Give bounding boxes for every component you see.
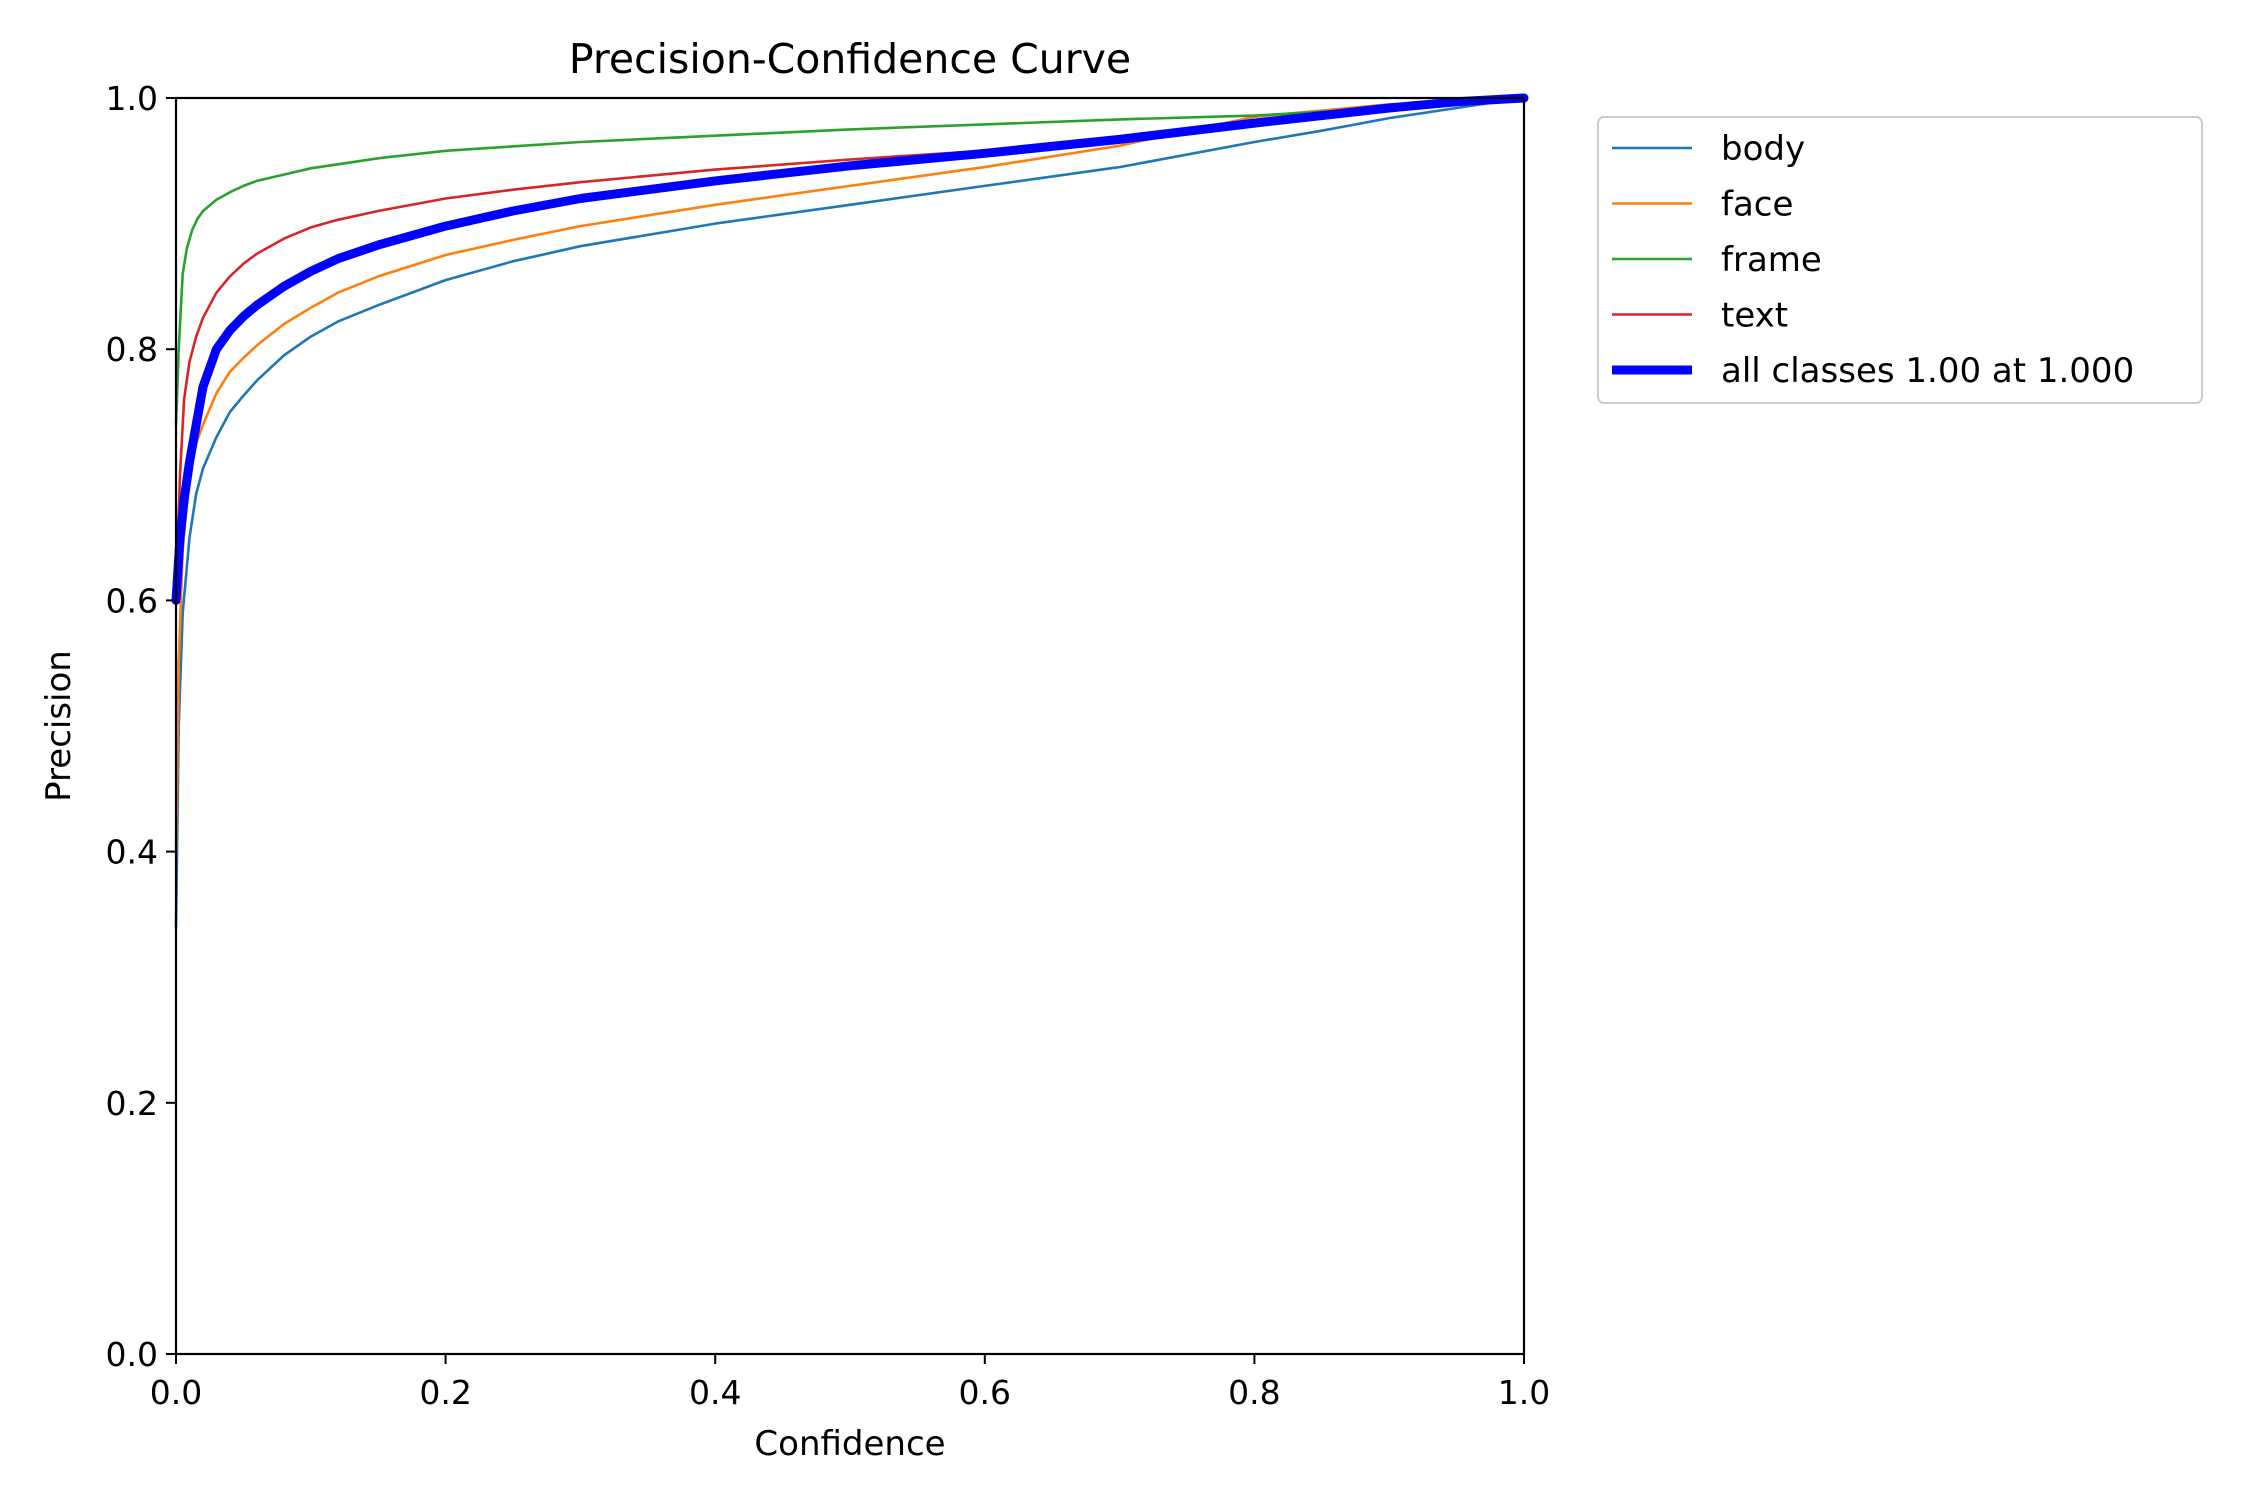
y-tick-label: 0.4 [106, 833, 158, 872]
series-layer [171, 93, 1529, 929]
y-tick-label: 0.6 [106, 581, 158, 620]
x-tick-label: 0.8 [1228, 1373, 1280, 1412]
x-tick-label: 0.0 [150, 1373, 202, 1412]
series-line-2 [174, 96, 1526, 426]
legend-label: text [1721, 296, 1788, 336]
x-tick-label: 1.0 [1498, 1373, 1550, 1412]
legend-label: face [1721, 185, 1793, 225]
y-tick-label: 0.2 [106, 1084, 158, 1123]
legend-label: body [1721, 129, 1805, 169]
legend: body face frame text all classes 1.00 at 1.0… [1597, 116, 2203, 404]
legend-label: all classes 1.00 at 1.000 [1721, 351, 2134, 391]
series-line-4 [171, 93, 1529, 605]
legend-box [1597, 116, 2203, 404]
x-tick-label: 0.4 [689, 1373, 741, 1412]
y-axis-label: Precision [39, 650, 79, 802]
x-tick-label: 0.2 [419, 1373, 471, 1412]
x-tick-label: 0.6 [959, 1373, 1011, 1412]
x-axis: 0.0 0.2 0.4 0.6 0.8 1.0 [150, 1354, 1550, 1412]
y-tick-label: 1.0 [106, 79, 158, 118]
y-axis: 0.0 0.2 0.4 0.6 0.8 1.0 [106, 79, 176, 1374]
legend-label: frame [1721, 240, 1822, 280]
plot-frame [174, 96, 1526, 1356]
series-line-0 [174, 96, 1526, 929]
y-tick-label: 0.8 [106, 330, 158, 369]
chart-title: Precision-Confidence Curve [569, 35, 1131, 83]
y-tick-label: 0.0 [106, 1335, 158, 1374]
x-axis-label: Confidence [754, 1424, 945, 1464]
